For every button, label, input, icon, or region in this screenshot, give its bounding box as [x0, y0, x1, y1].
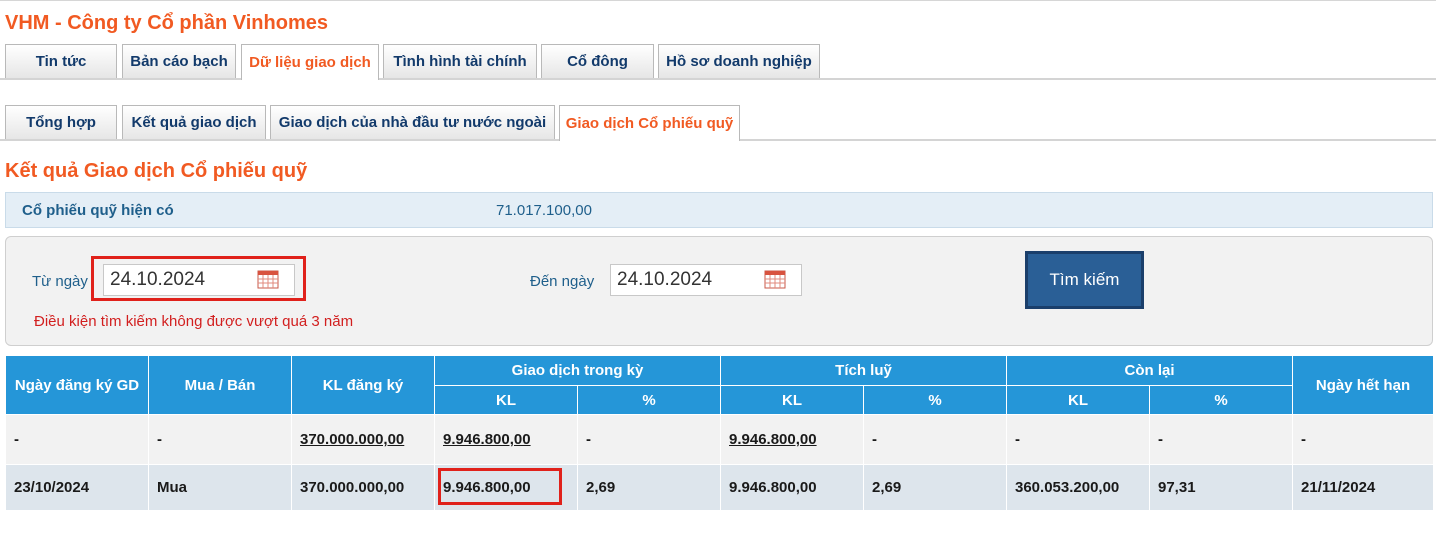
row-period-kl-cell: 9.946.800,00 — [434, 464, 578, 511]
company-title: VHM - Công ty Cổ phần Vinhomes — [5, 12, 328, 34]
search-button[interactable]: Tìm kiếm — [1025, 251, 1144, 309]
tab-ho-so-doanh-nghiep[interactable]: Hồ sơ doanh nghiệp — [658, 44, 820, 78]
treasury-transactions-table: Ngày đăng ký GD Mua / Bán KL đăng ký Gia… — [5, 355, 1435, 511]
subtab-giao-dich-nha-dau-tu-nuoc-ngoai[interactable]: Giao dịch của nhà đầu tư nước ngoài — [270, 105, 555, 139]
main-tab-bar: Tin tức Bản cáo bạch Dữ liệu giao dịch T… — [0, 44, 1436, 80]
header-accumulated-pct: % — [863, 385, 1007, 415]
tab-co-dong[interactable]: Cổ đông — [541, 44, 654, 78]
header-expiry: Ngày hết hạn — [1292, 355, 1435, 415]
summary-accumulated-kl-link[interactable]: 9.946.800,00 — [729, 431, 817, 448]
from-date-label: Từ ngày — [32, 273, 88, 290]
header-buy-sell: Mua / Bán — [148, 355, 292, 415]
header-reg-volume: KL đăng ký — [291, 355, 435, 415]
section-title: Kết quả Giao dịch Cổ phiếu quỹ — [5, 160, 308, 182]
row-reg-date: 23/10/2024 — [5, 464, 149, 511]
summary-accumulated-pct: - — [863, 414, 1007, 465]
from-date-highlight — [91, 256, 306, 301]
period-kl-highlight — [438, 468, 562, 505]
header-period-pct: % — [577, 385, 721, 415]
row-remaining-pct: 97,31 — [1148, 464, 1294, 511]
calendar-icon[interactable] — [257, 269, 279, 289]
tab-tinh-hinh-tai-chinh[interactable]: Tình hình tài chính — [383, 44, 537, 78]
search-panel: Từ ngày Đến ngày Tìm kiếm Điều kiện tìm … — [5, 236, 1433, 346]
summary-remaining-kl: - — [1006, 414, 1150, 465]
row-accumulated-pct: 2,69 — [863, 464, 1007, 511]
header-remaining-kl: KL — [1006, 385, 1150, 415]
summary-period-kl-link[interactable]: 9.946.800,00 — [443, 431, 531, 448]
row-period-kl: 9.946.800,00 — [443, 479, 531, 496]
summary-accumulated-kl-cell: 9.946.800,00 — [720, 414, 864, 465]
subtab-giao-dich-co-phieu-quy[interactable]: Giao dịch Cổ phiếu quỹ — [559, 105, 740, 141]
table-row: 23/10/2024 Mua 370.000.000,00 9.946.800,… — [5, 464, 1435, 511]
header-remaining-pct: % — [1148, 385, 1294, 415]
tab-du-lieu-giao-dich[interactable]: Dữ liệu giao dịch — [241, 44, 379, 80]
row-buy-sell: Mua — [148, 464, 292, 511]
header-reg-date: Ngày đăng ký GD — [5, 355, 149, 415]
header-accumulated-kl: KL — [720, 385, 864, 415]
summary-reg-volume-cell: 370.000.000,00 — [291, 414, 435, 465]
header-period: Giao dịch trong kỳ — [434, 355, 721, 386]
header-period-kl: KL — [434, 385, 578, 415]
row-accumulated-kl: 9.946.800,00 — [720, 464, 864, 511]
top-border — [0, 0, 1436, 4]
header-accumulated: Tích luỹ — [720, 355, 1007, 386]
summary-remaining-pct: - — [1148, 414, 1294, 465]
summary-row: - - 370.000.000,00 9.946.800,00 - 9.946.… — [5, 414, 1435, 465]
summary-reg-volume-link[interactable]: 370.000.000,00 — [300, 431, 405, 448]
sub-tab-bar: Tổng hợp Kết quả giao dịch Giao dịch của… — [0, 105, 1436, 141]
summary-buy-sell: - — [148, 414, 292, 465]
summary-period-kl-cell: 9.946.800,00 — [434, 414, 578, 465]
summary-expiry: - — [1292, 414, 1435, 465]
treasury-summary-bar: Cổ phiếu quỹ hiện có 71.017.100,00 — [5, 192, 1433, 228]
summary-period-pct: - — [577, 414, 721, 465]
treasury-value: 71.017.100,00 — [496, 202, 592, 219]
treasury-label: Cổ phiếu quỹ hiện có — [22, 202, 174, 219]
search-warning: Điều kiện tìm kiếm không được vượt quá 3… — [34, 313, 354, 330]
summary-reg-date: - — [5, 414, 149, 465]
to-date-label: Đến ngày — [530, 273, 595, 290]
subtab-ket-qua-giao-dich[interactable]: Kết quả giao dịch — [122, 105, 266, 139]
tab-ban-cao-bach[interactable]: Bản cáo bạch — [122, 44, 236, 78]
tab-tin-tuc[interactable]: Tin tức — [5, 44, 117, 78]
row-remaining-kl: 360.053.200,00 — [1006, 464, 1150, 511]
subtab-tong-hop[interactable]: Tổng hợp — [5, 105, 117, 139]
calendar-icon[interactable] — [764, 269, 786, 289]
row-expiry: 21/11/2024 — [1292, 464, 1435, 511]
row-period-pct: 2,69 — [577, 464, 721, 511]
header-remaining: Còn lại — [1005, 355, 1294, 386]
row-reg-volume: 370.000.000,00 — [291, 464, 435, 511]
